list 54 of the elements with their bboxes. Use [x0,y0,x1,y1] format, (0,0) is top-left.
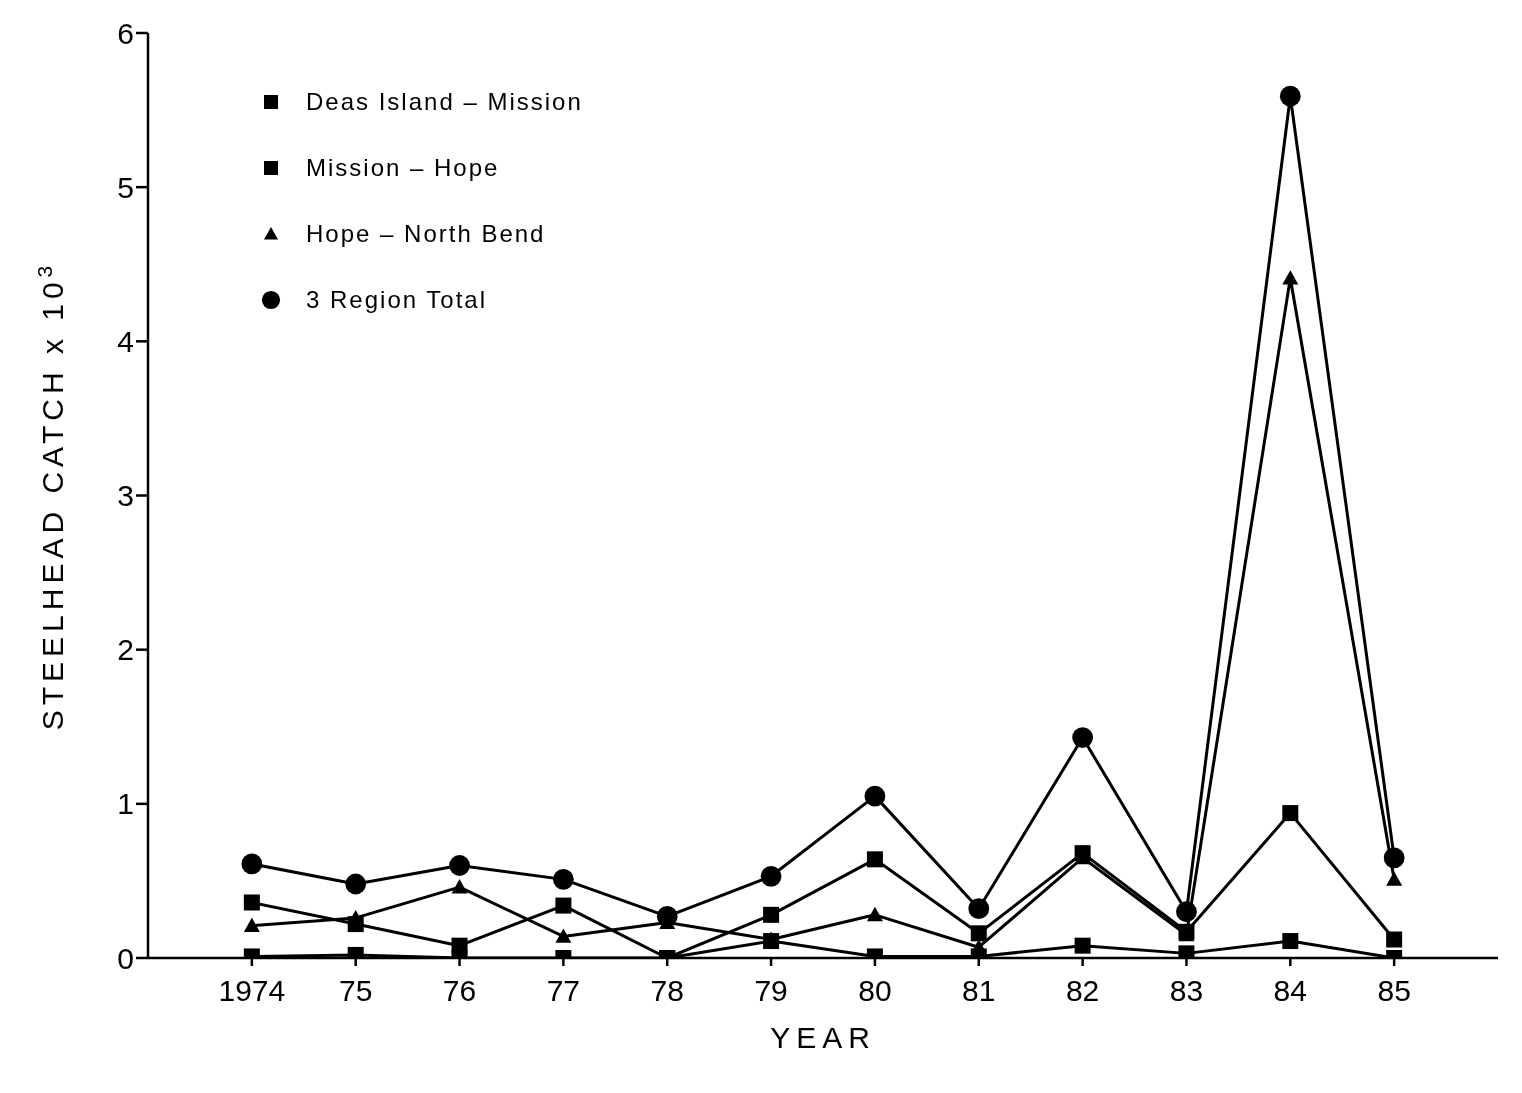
legend-label: Hope – North Bend [306,220,546,248]
x-tick-label: 79 [754,974,788,1008]
x-tick-label: 76 [442,974,477,1008]
point [760,865,782,887]
point [1282,933,1299,950]
point [451,937,468,954]
x-tick-label: 81 [962,974,996,1008]
x-tick-label: 82 [1065,974,1100,1008]
point [451,879,468,894]
x-tick-label: 83 [1169,974,1204,1008]
point [864,785,886,807]
point [243,917,260,933]
point [763,906,780,923]
y-tick-label: 5 [117,170,134,204]
point [1279,85,1301,107]
legend-label: Mission – Hope [306,154,500,182]
point [866,906,883,922]
x-tick-label: 80 [858,974,892,1008]
point [1176,901,1197,923]
point [1072,727,1094,748]
x-tick-label: 77 [546,974,581,1008]
point [345,873,367,895]
x-tick-label: 85 [1377,974,1411,1008]
point [656,905,678,927]
y-tick-label: 0 [117,941,134,975]
x-tick-label: 75 [339,974,373,1008]
y-tick-label: 2 [117,633,134,667]
point [1282,805,1299,822]
x-axis-title: YEAR [770,1021,876,1054]
y-tick-label: 6 [117,16,134,50]
x-tick-label: 78 [650,974,684,1008]
point [243,894,260,911]
point [1074,937,1091,954]
point [449,855,470,876]
y-tick-label: 4 [117,324,134,358]
point [555,928,572,943]
y-tick-label: 1 [117,787,134,821]
legend-label: 3 Region Total [306,286,487,314]
point [866,851,883,868]
point [1386,931,1403,948]
x-tick-label: 84 [1273,974,1307,1008]
legend-label: Deas Island – Mission [306,88,583,116]
point [552,868,574,890]
point [970,925,987,942]
point [1282,270,1299,285]
point [347,909,364,925]
point [1386,871,1403,886]
y-tick-label: 3 [117,479,134,513]
point [1383,847,1405,869]
point [555,897,572,914]
point [970,939,987,954]
x-tick-label: 1974 [218,974,286,1008]
point [241,853,263,875]
point [968,898,990,920]
